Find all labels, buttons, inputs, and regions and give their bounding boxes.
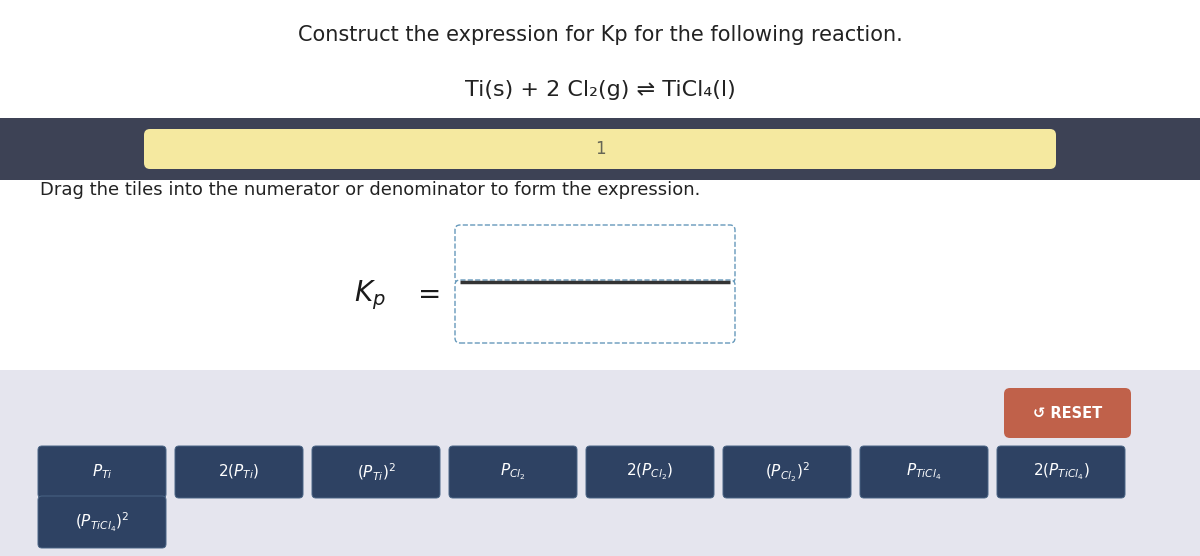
Text: $K_p$: $K_p$ bbox=[354, 278, 386, 312]
Text: Ti(s) + 2 Cl₂(g) ⇌ TiCl₄(l): Ti(s) + 2 Cl₂(g) ⇌ TiCl₄(l) bbox=[464, 80, 736, 100]
FancyBboxPatch shape bbox=[586, 446, 714, 498]
FancyBboxPatch shape bbox=[175, 446, 302, 498]
FancyBboxPatch shape bbox=[1004, 388, 1130, 438]
FancyBboxPatch shape bbox=[722, 446, 851, 498]
Text: $P_{TiCl_4}$: $P_{TiCl_4}$ bbox=[906, 461, 942, 482]
Text: =: = bbox=[419, 281, 442, 309]
FancyBboxPatch shape bbox=[144, 129, 1056, 169]
FancyBboxPatch shape bbox=[38, 496, 166, 548]
FancyBboxPatch shape bbox=[860, 446, 988, 498]
Text: Construct the expression for Kp for the following reaction.: Construct the expression for Kp for the … bbox=[298, 25, 902, 45]
FancyBboxPatch shape bbox=[455, 280, 734, 343]
Text: $(P_{Ti})^2$: $(P_{Ti})^2$ bbox=[356, 461, 396, 483]
Text: $P_{Cl_2}$: $P_{Cl_2}$ bbox=[500, 461, 526, 482]
FancyBboxPatch shape bbox=[0, 118, 1200, 180]
Text: $P_{Ti}$: $P_{Ti}$ bbox=[91, 463, 113, 481]
Text: $2(P_{TiCl_4})$: $2(P_{TiCl_4})$ bbox=[1032, 461, 1090, 482]
Text: $(P_{Cl_2})^2$: $(P_{Cl_2})^2$ bbox=[764, 460, 810, 484]
Text: ↺ RESET: ↺ RESET bbox=[1033, 405, 1102, 420]
Text: $2(P_{Cl_2})$: $2(P_{Cl_2})$ bbox=[626, 461, 673, 482]
Bar bbox=[0, 370, 1200, 556]
FancyBboxPatch shape bbox=[312, 446, 440, 498]
FancyBboxPatch shape bbox=[455, 225, 734, 283]
FancyBboxPatch shape bbox=[38, 446, 166, 498]
Text: $2(P_{Ti})$: $2(P_{Ti})$ bbox=[218, 463, 259, 481]
Bar bbox=[0, 0, 1200, 370]
Text: Drag the tiles into the numerator or denominator to form the expression.: Drag the tiles into the numerator or den… bbox=[40, 181, 701, 199]
Text: 1: 1 bbox=[595, 140, 605, 158]
Text: $(P_{TiCl_4})^2$: $(P_{TiCl_4})^2$ bbox=[74, 510, 130, 534]
FancyBboxPatch shape bbox=[449, 446, 577, 498]
FancyBboxPatch shape bbox=[997, 446, 1126, 498]
